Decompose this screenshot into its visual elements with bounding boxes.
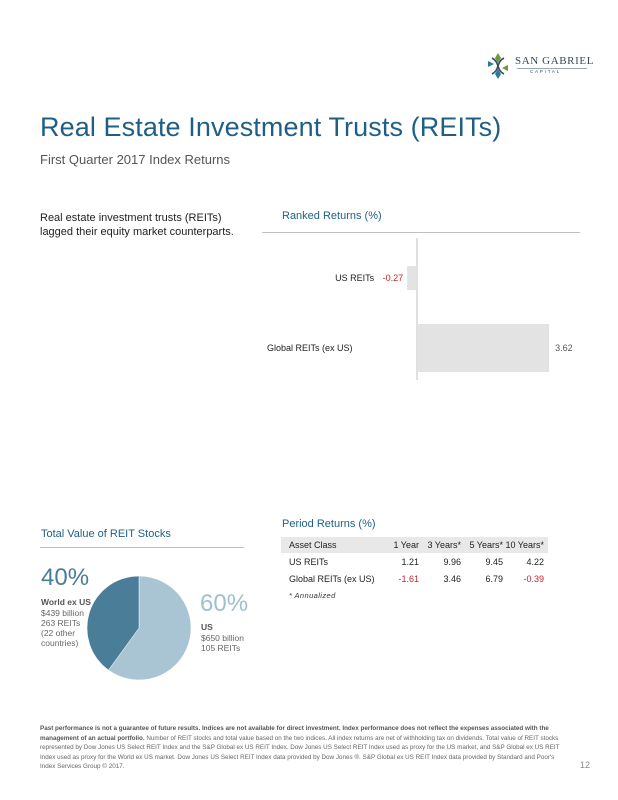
page-number: 12 xyxy=(580,760,591,770)
logo-divider xyxy=(517,68,587,69)
logo-name: SAN GABRIEL xyxy=(515,55,595,67)
ranked-returns-heading: Ranked Returns (%) xyxy=(282,210,382,222)
total-value-divider xyxy=(40,547,244,548)
logo-subtitle: CAPITAL xyxy=(530,69,562,74)
pie-slice xyxy=(86,575,140,671)
logo-mark-icon xyxy=(488,53,508,79)
world-ex-us-percent: 40% xyxy=(41,564,90,591)
table-cell: 6.79 xyxy=(485,573,503,584)
world-ex-us-count: 263 REITs xyxy=(41,618,81,628)
world-ex-us-countries: (22 other xyxy=(41,628,76,638)
table-cell: -0.39 xyxy=(523,573,544,584)
disclaimer-bold: Past performance is not a guarantee of f… xyxy=(40,725,549,742)
us-count: 105 REITs xyxy=(201,643,241,653)
us-label: US xyxy=(201,622,213,632)
column-header: 1 Year xyxy=(393,540,419,550)
value-label: -0.27 xyxy=(383,273,404,283)
bar xyxy=(407,266,417,290)
us-value: $650 billion xyxy=(201,633,245,643)
disclaimer-text: Number of REIT stocks and total value ba… xyxy=(40,734,560,771)
bar xyxy=(417,324,550,372)
world-ex-us-label: World ex US xyxy=(41,597,91,607)
period-returns-table: Asset Class 1 Year 3 Years* 5 Years* 10 … xyxy=(281,537,548,587)
table-cell: 9.96 xyxy=(443,556,461,567)
column-header: 5 Years* xyxy=(469,540,503,550)
table-cell: -1.61 xyxy=(398,573,419,584)
table-cell: 9.45 xyxy=(485,556,503,567)
table-cell: 1.21 xyxy=(401,556,419,567)
world-ex-us-countries-cont: countries) xyxy=(41,638,79,648)
table-cell: 3.46 xyxy=(443,573,461,584)
table-header-row: Asset Class 1 Year 3 Years* 5 Years* 10 … xyxy=(281,537,548,553)
world-ex-us-details: $439 billion 263 REITs (22 other countri… xyxy=(41,608,84,648)
category-label: Global REITs (ex US) xyxy=(267,343,353,353)
annualized-note: * Annualized xyxy=(289,591,336,600)
table-row: US REITs 1.21 9.96 9.45 4.22 xyxy=(281,553,548,570)
us-details: $650 billion 105 REITs xyxy=(201,633,244,653)
table-cell: 4.22 xyxy=(526,556,544,567)
ranked-returns-chart: US REITs -0.27 Global REITs (ex US) 3.62 xyxy=(267,238,573,380)
column-header: 3 Years* xyxy=(427,540,461,550)
pie-slice xyxy=(108,575,192,681)
world-ex-us-value: $439 billion xyxy=(41,608,85,618)
ranked-returns-divider xyxy=(262,232,580,233)
page-title: Real Estate Investment Trusts (REITs) xyxy=(40,112,502,142)
row-label: Global REITs (ex US) xyxy=(289,573,375,584)
column-header: Asset Class xyxy=(289,540,337,550)
intro-text: Real estate investment trusts (REITs) la… xyxy=(40,212,234,238)
row-label: US REITs xyxy=(289,556,329,567)
value-label: 3.62 xyxy=(555,343,573,353)
company-logo: SAN GABRIEL CAPITAL xyxy=(486,52,596,80)
period-returns-heading: Period Returns (%) xyxy=(282,518,376,530)
disclaimer: Past performance is not a guarantee of f… xyxy=(40,724,570,772)
column-header: 10 Years* xyxy=(505,540,544,550)
reit-value-pie-chart xyxy=(86,575,192,681)
us-percent: 60% xyxy=(200,590,249,617)
page-subtitle: First Quarter 2017 Index Returns xyxy=(40,152,231,167)
table-row: Global REITs (ex US) -1.61 3.46 6.79 -0.… xyxy=(281,570,548,587)
category-label: US REITs xyxy=(335,273,375,283)
total-value-heading: Total Value of REIT Stocks xyxy=(41,528,171,540)
